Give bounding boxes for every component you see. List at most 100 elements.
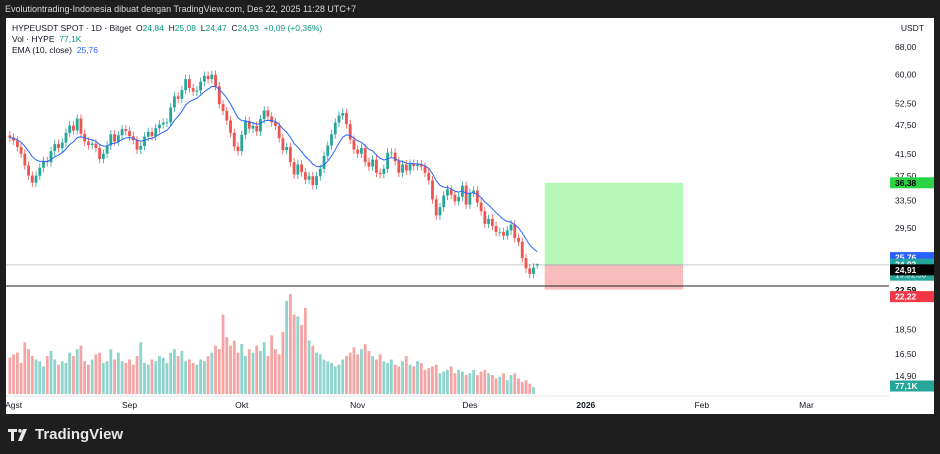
volume-bar [23, 342, 27, 394]
volume-bar [457, 369, 461, 394]
candle-body [427, 172, 431, 181]
volume-bar [296, 316, 300, 394]
volume-bar [64, 362, 68, 394]
candle-body [393, 152, 397, 162]
currency-label: USDT [900, 23, 924, 33]
volume-bar [371, 356, 375, 394]
candle-body [475, 190, 479, 203]
symbol-legend: HYPEUSDT SPOT · 1D · Bitget O24,84 H25,0… [12, 23, 322, 33]
candle-body [397, 161, 401, 173]
volume-bar [311, 345, 315, 394]
candle-body [154, 128, 158, 137]
candle-body [382, 168, 386, 174]
brand-name: TradingView [35, 426, 124, 443]
candle-body [374, 159, 378, 173]
candle-body [524, 258, 528, 269]
price-chart[interactable]: 68,00 60,00 52,50 47,50 41,50 37,50 33,50 29,50… [6, 18, 934, 414]
volume-bar [68, 352, 72, 394]
candle-body [34, 175, 38, 183]
candle-body [468, 193, 472, 205]
candle-body [386, 152, 390, 169]
y-tick-label: 41,50 [895, 149, 917, 159]
volume-bar [214, 345, 217, 394]
candle-body [255, 125, 259, 132]
candle-body [101, 153, 105, 159]
stop-price-tag: 22,22 [895, 292, 917, 302]
volume-bar [199, 359, 203, 394]
symbol-name: HYPEUSDT SPOT · 1D · Bitget [12, 23, 132, 33]
volume-bar [468, 373, 472, 394]
volume-bar [479, 371, 483, 394]
volume-bar [356, 354, 360, 394]
y-tick-label: 47,50 [895, 120, 917, 130]
volume-bar [165, 362, 169, 394]
candle-body [53, 144, 57, 152]
volume-bar [352, 347, 356, 394]
close-label: C [231, 23, 238, 33]
chart-caption-bar: Evolutiontrading-Indonesia dibuat dengan… [0, 0, 940, 18]
reference-price-tag: 22,59 [895, 285, 917, 295]
candle-body [517, 237, 520, 242]
candle-body [326, 145, 330, 156]
candle-body [345, 112, 348, 125]
candle-body [251, 125, 255, 129]
volume-bar [169, 352, 173, 394]
volume-bar [520, 381, 524, 394]
ema-price-tag-bg [890, 252, 934, 264]
candle-body [401, 164, 404, 173]
volume-bar [255, 345, 259, 394]
entry-price-tag: 24,91 [895, 265, 917, 275]
candle-body [490, 218, 494, 227]
volume-bar [300, 325, 303, 394]
candle-body [98, 148, 102, 159]
ema-legend: EMA (10, close) 25,76 [12, 45, 98, 55]
candle-body [180, 90, 184, 99]
candle-body [419, 164, 423, 167]
candle-body [494, 226, 498, 232]
candle-body [378, 172, 382, 174]
volume-bar [382, 361, 386, 394]
volume-bar [345, 356, 348, 394]
y-tick-label: 37,50 [895, 171, 917, 181]
candle-body [173, 96, 176, 108]
chart-panel[interactable]: 68,00 60,00 52,50 47,50 41,50 37,50 33,50 29,50… [6, 18, 934, 414]
volume-bar [38, 361, 42, 394]
candle-body [206, 75, 210, 80]
volume-bar [42, 366, 45, 394]
volume-bar [303, 307, 307, 394]
volume-bar [45, 356, 49, 394]
candle-body [479, 202, 483, 212]
volume-bar [202, 361, 206, 394]
candle-body [143, 136, 146, 147]
footer: TradingView [0, 414, 940, 454]
volume-bar [416, 361, 419, 394]
x-tick-label: Feb [694, 400, 709, 410]
tradingview-logo: TradingView [8, 426, 123, 443]
volume-bar [180, 350, 184, 394]
candle-body [184, 79, 188, 91]
candle-body [322, 155, 326, 169]
volume-legend: Vol · HYPE 77,1K [12, 34, 81, 44]
target-price-tag-bg [890, 177, 934, 189]
volume-bar [143, 362, 146, 394]
candle-body [19, 147, 23, 154]
candle-body [389, 152, 393, 154]
volume-bar [259, 350, 262, 394]
ema-price-tag: 25,76 [895, 253, 917, 263]
candle-body [165, 122, 169, 124]
volume-bar [217, 349, 221, 394]
volume-bar [363, 344, 367, 394]
volume-bar [412, 366, 416, 394]
volume-bar [446, 369, 449, 394]
volume-bar [109, 349, 113, 394]
volume-bar [277, 354, 281, 394]
candle-body [292, 162, 296, 175]
volume-bar [101, 362, 105, 394]
volume-bar [135, 356, 139, 394]
volume-bar [266, 356, 270, 394]
candle-body [199, 81, 203, 91]
volume-bar [389, 359, 393, 394]
candle-body [352, 139, 356, 150]
candle-body [8, 135, 12, 138]
volume-bar [292, 314, 296, 394]
